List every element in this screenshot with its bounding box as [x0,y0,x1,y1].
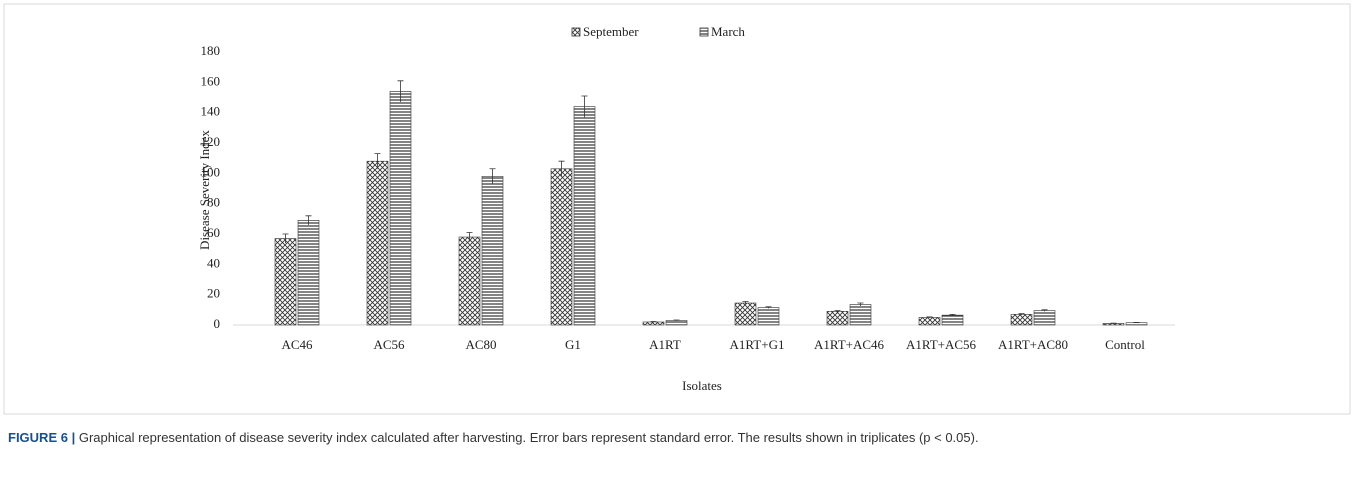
caption-label: FIGURE 6 | [8,430,76,445]
bar [366,160,389,326]
error-bar [650,321,657,323]
error-bar [834,310,841,313]
caption-text: Graphical representation of disease seve… [78,430,979,445]
bar [573,106,596,326]
error-bar [765,306,772,309]
bar [389,91,412,326]
bar [274,238,297,326]
legend-label: March [711,24,745,39]
x-tick-label: G1 [565,337,581,352]
x-axis-title: Isolates [682,378,722,393]
bar [918,317,941,326]
y-tick-label: 100 [201,164,221,179]
x-tick-label: AC46 [281,337,313,352]
error-bar [305,215,312,225]
error-bar [489,168,496,184]
x-tick-label: Control [1105,337,1145,352]
error-bar [282,233,289,244]
bar [757,307,780,326]
bar [458,236,481,326]
bar [1010,314,1033,326]
y-tick-label: 20 [207,286,220,301]
error-bar [742,301,749,305]
chart: Disease Severity Index Isolates 0 20 40 60 8… [3,3,1351,415]
bar [481,176,504,326]
error-bar [1018,313,1025,316]
error-bar [673,319,680,321]
error-bar [1110,322,1117,324]
bar [665,320,688,326]
error-bar [949,313,956,316]
bar [1125,322,1148,326]
bar [941,314,964,326]
x-tick-label: AC56 [373,337,405,352]
y-tick-label: 120 [201,134,221,149]
x-tick-label: A1RT+AC56 [906,337,977,352]
bar [1033,310,1056,326]
bar [550,168,573,326]
bar [826,311,849,326]
bar [297,220,320,326]
error-bar [1133,322,1140,324]
y-tick-label: 140 [201,104,221,119]
frame [3,3,1351,415]
x-tick-label: A1RT+AC80 [998,337,1068,352]
x-tick-label: A1RT+AC46 [814,337,885,352]
legend-swatch [699,27,709,37]
bar [849,304,872,326]
x-tick-label: A1RT [649,337,681,352]
error-bar [1041,309,1048,312]
y-axis-title: Disease Severity Index [197,130,212,250]
y-tick-label: 180 [201,43,221,58]
y-tick-label: 160 [201,73,221,88]
legend-swatch [571,27,581,37]
error-bar [558,160,565,177]
caption: FIGURE 6 | Graphical representation of d… [8,428,1208,448]
y-tick-label: 60 [207,225,220,240]
x-tick-label: AC80 [465,337,496,352]
y-tick-label: 80 [207,195,220,210]
error-bar [466,232,473,242]
error-bar [581,95,588,118]
y-tick-label: 0 [214,316,221,331]
legend-label: September [583,24,639,39]
y-tick-label: 40 [207,255,220,270]
error-bar [374,153,381,169]
error-bar [857,302,864,307]
error-bar [926,316,933,318]
x-tick-label: A1RT+G1 [730,337,785,352]
bar [734,302,757,326]
error-bar [397,80,404,103]
